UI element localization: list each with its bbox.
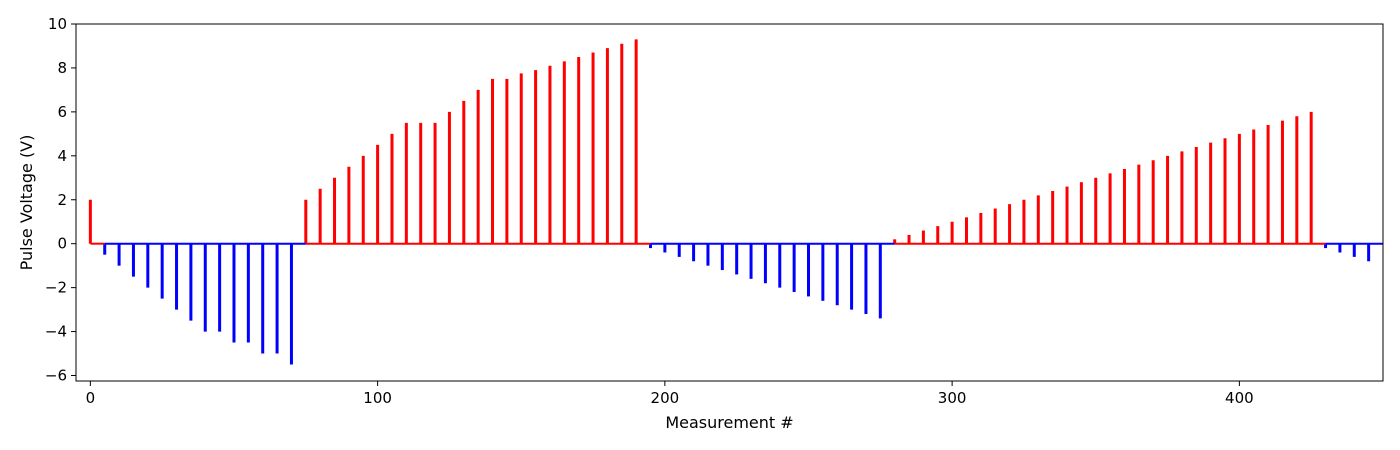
bars-group [88,39,1371,365]
x-axis-label: Measurement # [665,413,793,432]
x-axis: 0 100 200 300 400 [86,381,1254,407]
y-tick-label: 6 [57,103,67,121]
y-tick-label: 10 [48,15,67,33]
x-tick-label: 0 [86,389,96,407]
y-tick-label: −4 [45,323,67,341]
y-tick-label: 8 [57,59,67,77]
y-tick-label: 4 [57,147,67,165]
y-tick-label: −2 [45,279,67,297]
x-tick-label: 200 [651,389,680,407]
y-tick-label: 0 [57,235,67,253]
x-tick-label: 300 [938,389,967,407]
x-tick-label: 400 [1225,389,1254,407]
plot-frame [75,23,1384,382]
x-tick-label: 100 [363,389,392,407]
y-axis: −6 −4 −2 0 2 4 6 8 10 [45,15,76,385]
y-tick-label: −6 [45,367,67,385]
y-axis-label: Pulse Voltage (V) [17,135,36,271]
y-tick-label: 2 [57,191,67,209]
